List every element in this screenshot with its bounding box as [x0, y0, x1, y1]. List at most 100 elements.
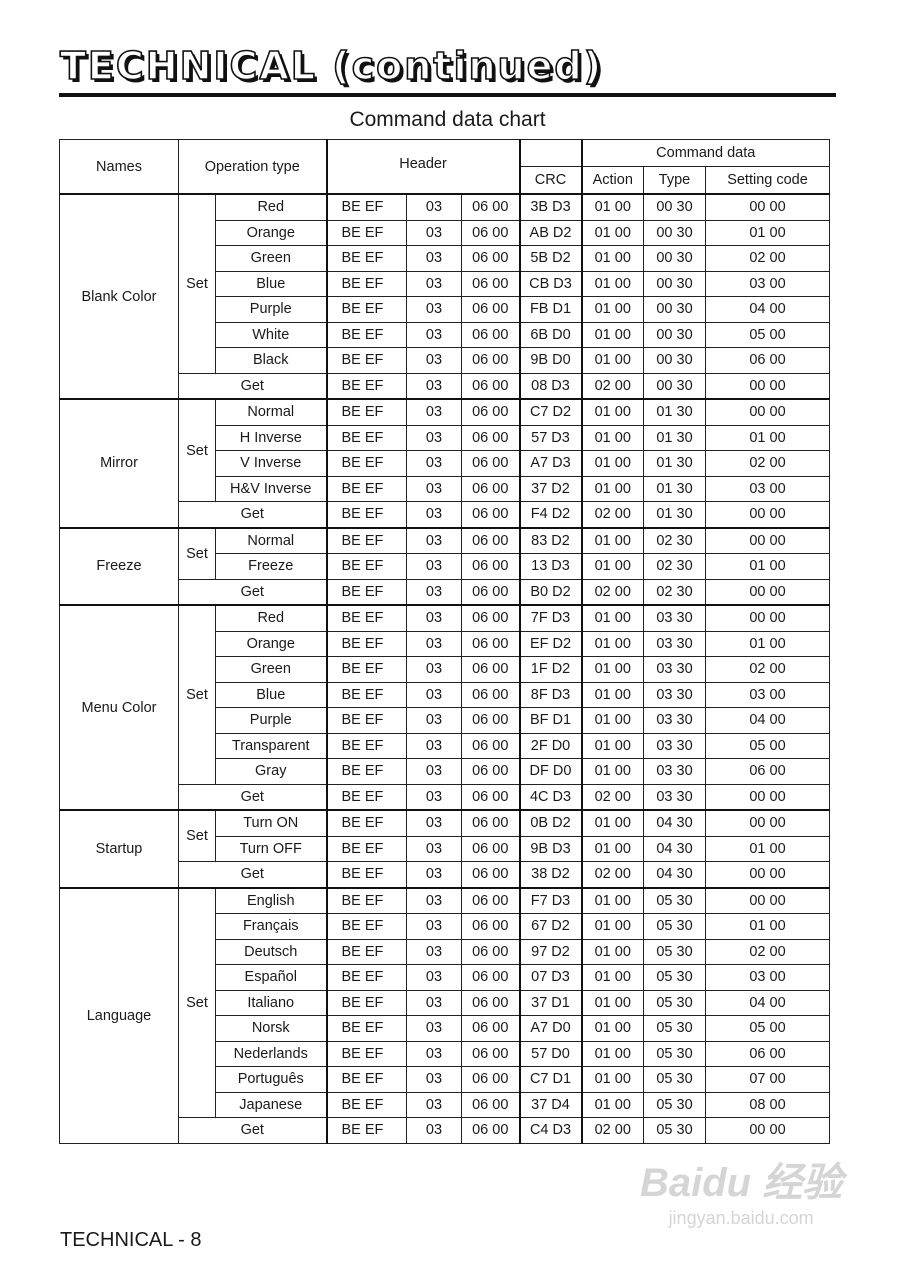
type-cell: 05 30: [643, 913, 706, 940]
header-bytes-2: 03: [406, 1066, 462, 1093]
header-bytes-2: 03: [406, 1091, 462, 1118]
header-bytes-3: 06 00: [461, 219, 520, 246]
header-bytes-2: 03: [406, 913, 462, 940]
header-bytes-1: BE EF: [325, 783, 407, 811]
setting-code-cell: 03 00: [705, 270, 830, 297]
action-cell: 01 00: [580, 630, 644, 657]
command-data-table: Names Operation type Header Command data…: [59, 139, 830, 1144]
command-name: Startup: [59, 809, 179, 888]
action-cell: 01 00: [580, 835, 644, 862]
header-bytes-1: BE EF: [325, 424, 407, 451]
setting-code-cell: 00 00: [705, 372, 830, 400]
header-bytes-2: 03: [406, 630, 462, 657]
action-cell: 01 00: [580, 475, 644, 502]
setting-code-cell: 00 00: [705, 398, 830, 426]
setting-code-cell: 03 00: [705, 681, 830, 708]
header-bytes-1: BE EF: [325, 1040, 407, 1067]
setting-code-cell: 05 00: [705, 732, 830, 759]
crc-cell: 9B D0: [518, 347, 582, 374]
set-option: Purple: [215, 296, 327, 323]
setting-code-cell: 02 00: [705, 938, 830, 965]
col-header-crc: CRC: [518, 166, 582, 195]
crc-cell: 6B D0: [518, 321, 582, 348]
set-option: Nederlands: [215, 1040, 327, 1067]
crc-cell: 3B D3: [518, 193, 582, 221]
set-option: Orange: [215, 630, 327, 657]
action-cell: 02 00: [580, 372, 644, 400]
action-cell: 01 00: [580, 913, 644, 940]
header-bytes-2: 03: [406, 553, 462, 580]
header-bytes-1: BE EF: [325, 861, 407, 888]
header-bytes-1: BE EF: [325, 913, 407, 940]
table-row: Nederlands BE EF 03 06 00 57 D0 01 00 05 30 06 …: [60, 1040, 830, 1067]
header-bytes-3: 06 00: [461, 475, 520, 502]
action-cell: 01 00: [580, 193, 644, 221]
action-cell: 01 00: [580, 732, 644, 759]
header-bytes-2: 03: [406, 783, 462, 811]
header-bytes-2: 03: [406, 1015, 462, 1042]
table-row: H&V Inverse BE EF 03 06 00 37 D2 01 00 01 30 03…: [60, 475, 830, 502]
operation-get: Get: [178, 372, 327, 400]
header-bytes-2: 03: [406, 604, 462, 632]
table-row: Blue BE EF 03 06 00 CB D3 01 00 00 30 03 00: [60, 270, 830, 297]
setting-code-cell: 00 00: [705, 1117, 830, 1144]
type-cell: 03 30: [643, 630, 706, 657]
crc-cell: F7 D3: [518, 886, 582, 914]
type-cell: 01 30: [643, 501, 706, 528]
crc-cell: 13 D3: [518, 553, 582, 580]
table-row: Purple BE EF 03 06 00 BF D1 01 00 03 30 04 00: [60, 707, 830, 734]
setting-code-cell: 00 00: [705, 193, 830, 221]
set-option: Orange: [215, 219, 327, 246]
crc-cell: CB D3: [518, 270, 582, 297]
type-cell: 03 30: [643, 758, 706, 785]
set-option: White: [215, 321, 327, 348]
set-option: H Inverse: [215, 424, 327, 451]
operation-get: Get: [178, 501, 327, 528]
action-cell: 01 00: [580, 681, 644, 708]
type-cell: 00 30: [643, 219, 706, 246]
setting-code-cell: 01 00: [705, 219, 830, 246]
header-bytes-1: BE EF: [325, 989, 407, 1016]
set-option: Japanese: [215, 1091, 327, 1118]
set-option: Transparent: [215, 732, 327, 759]
setting-code-cell: 00 00: [705, 578, 830, 606]
table-row: Green BE EF 03 06 00 1F D2 01 00 03 30 02 00: [60, 656, 830, 683]
operation-get: Get: [178, 861, 327, 888]
header-bytes-2: 03: [406, 245, 462, 272]
header-bytes-3: 06 00: [461, 964, 520, 991]
table-row: Black BE EF 03 06 00 9B D0 01 00 00 30 06 00: [60, 347, 830, 374]
header-bytes-3: 06 00: [461, 424, 520, 451]
header-bytes-1: BE EF: [325, 321, 407, 348]
crc-cell: 5B D2: [518, 245, 582, 272]
crc-cell: 07 D3: [518, 964, 582, 991]
crc-cell: EF D2: [518, 630, 582, 657]
action-cell: 01 00: [580, 219, 644, 246]
header-bytes-3: 06 00: [461, 245, 520, 272]
header-bytes-3: 06 00: [461, 553, 520, 580]
type-cell: 03 30: [643, 707, 706, 734]
header-bytes-3: 06 00: [461, 938, 520, 965]
header-bytes-3: 06 00: [461, 193, 520, 221]
operation-set: Set: [178, 886, 216, 1118]
action-cell: 02 00: [580, 501, 644, 528]
setting-code-cell: 05 00: [705, 1015, 830, 1042]
header-bytes-3: 06 00: [461, 450, 520, 477]
type-cell: 00 30: [643, 270, 706, 297]
header-bytes-2: 03: [406, 450, 462, 477]
header-bytes-1: BE EF: [325, 604, 407, 632]
operation-get: Get: [178, 578, 327, 606]
type-cell: 04 30: [643, 835, 706, 862]
action-cell: 01 00: [580, 321, 644, 348]
header-bytes-2: 03: [406, 1040, 462, 1067]
header-bytes-1: BE EF: [325, 809, 407, 837]
setting-code-cell: 00 00: [705, 604, 830, 632]
table-row: Freeze Set Normal BE EF 03 06 00 83 D2 01 00 02 …: [59, 526, 830, 606]
operation-get: Get: [178, 783, 327, 811]
header-bytes-2: 03: [406, 372, 462, 400]
crc-cell: C7 D2: [518, 398, 582, 426]
set-option: Green: [215, 245, 327, 272]
operation-set: Set: [178, 398, 216, 502]
crc-cell: DF D0: [518, 758, 582, 785]
type-cell: 00 30: [643, 347, 706, 374]
header-bytes-3: 06 00: [461, 578, 520, 606]
